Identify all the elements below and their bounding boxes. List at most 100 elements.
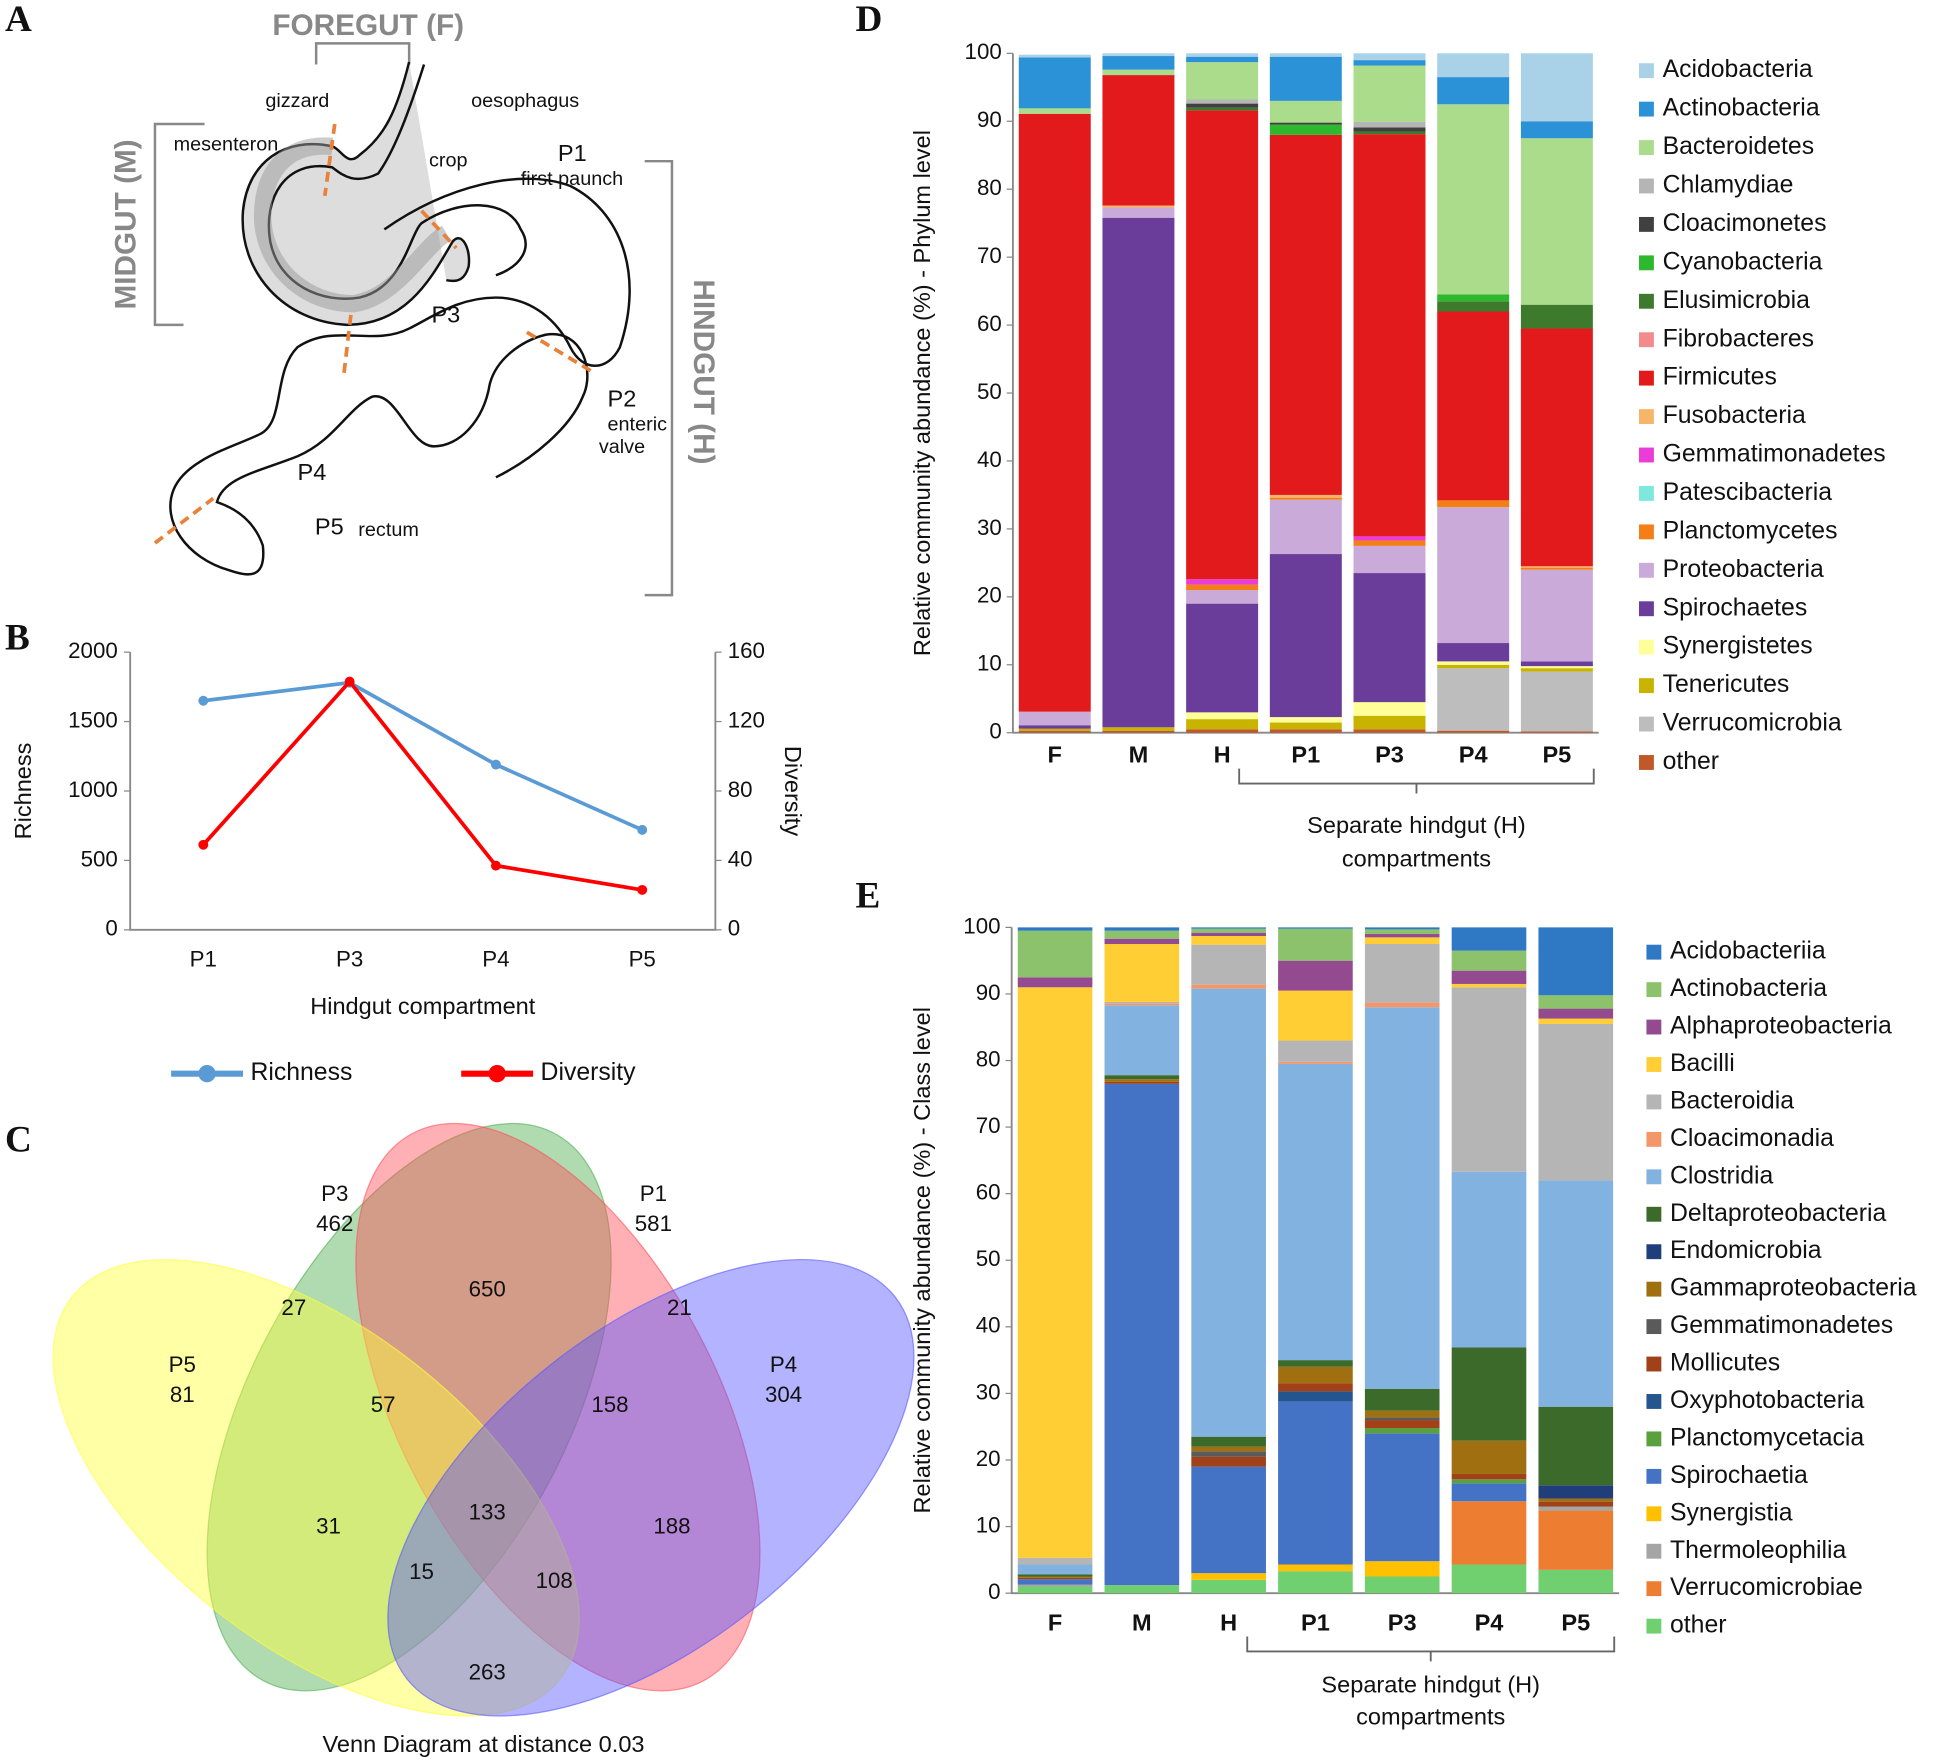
bar-segment xyxy=(1538,1180,1614,1407)
legend-swatch xyxy=(1646,1057,1662,1072)
point xyxy=(637,824,648,835)
bar-segment xyxy=(1104,927,1180,931)
bar-segment xyxy=(1520,53,1593,122)
bar-segment xyxy=(1186,590,1259,604)
legend-swatch xyxy=(1639,178,1654,194)
bar-segment xyxy=(1186,712,1259,720)
legend-label: Gemmatimonadetes xyxy=(1663,441,1886,468)
bar-segment xyxy=(1269,729,1342,733)
y-tick-label: 90 xyxy=(977,107,1002,132)
y-tick-label: 20 xyxy=(976,1446,1001,1471)
bar-segment xyxy=(1451,983,1527,988)
bar-segment xyxy=(1269,124,1342,135)
bar-segment xyxy=(1451,1347,1527,1441)
legend-swatch xyxy=(1646,1618,1662,1634)
point xyxy=(344,676,355,687)
legend-swatch xyxy=(1646,1094,1662,1110)
legend-label: Alphaproteobacteria xyxy=(1670,1013,1892,1040)
venn-region-count: 31 xyxy=(316,1513,341,1538)
diagram-label: rectum xyxy=(358,519,419,541)
bar-segment xyxy=(1191,927,1266,929)
line xyxy=(203,680,643,832)
legend-swatch xyxy=(1639,524,1654,540)
x-tick-label: P1 xyxy=(1291,741,1320,767)
cut-line xyxy=(153,496,215,545)
bar-segment xyxy=(1520,328,1593,567)
y-tick-label: 2000 xyxy=(68,638,118,663)
bar-segment xyxy=(1102,56,1175,70)
venn-region-count: 188 xyxy=(653,1513,690,1538)
y-tick-label: 100 xyxy=(965,39,1002,64)
legend-label: Proteobacteria xyxy=(1663,556,1824,583)
y-tick-label: 70 xyxy=(976,1113,1001,1138)
legend-swatch xyxy=(1639,293,1654,309)
diagram-label: P1 xyxy=(558,140,587,166)
bar-segment xyxy=(1364,929,1440,935)
y2-tick-label: 120 xyxy=(728,707,765,732)
legend-label: Spirochaetes xyxy=(1663,594,1808,621)
bar-segment xyxy=(1278,1366,1353,1384)
legend-label: Cyanobacteria xyxy=(1663,248,1823,275)
legend-swatch xyxy=(1646,1543,1662,1559)
venn-set-count: 304 xyxy=(765,1382,802,1407)
legend-label: Synergistia xyxy=(1670,1499,1793,1526)
diagram-label: valve xyxy=(599,436,645,458)
bar-segment xyxy=(1364,1433,1440,1562)
bar-segment xyxy=(1353,540,1426,546)
diagram-label: P3 xyxy=(431,301,460,327)
bar-segment xyxy=(1191,988,1266,1437)
bar-segment xyxy=(1278,990,1353,1041)
x-tick-label: P5 xyxy=(1542,741,1571,767)
group-label: Separate hindgut (H) xyxy=(1307,812,1526,838)
bar-segment xyxy=(1191,1573,1266,1580)
bar-segment xyxy=(1191,944,1266,985)
y-tick-label: 60 xyxy=(977,311,1002,336)
bar-segment xyxy=(1353,131,1426,135)
bar-segment xyxy=(1186,110,1259,580)
diagram-label: MIDGUT (M) xyxy=(110,139,143,309)
bar-segment xyxy=(1269,554,1342,718)
venn-region-count: 15 xyxy=(409,1559,434,1584)
bar-segment xyxy=(1186,584,1259,591)
x-tick-label: P1 xyxy=(190,947,217,972)
bar-segment xyxy=(1104,1001,1180,1004)
bar-segment xyxy=(1186,62,1259,100)
bar-segment xyxy=(1538,1510,1614,1570)
bar-segment xyxy=(1520,661,1593,667)
y-tick-label: 10 xyxy=(977,651,1002,676)
legend-swatch xyxy=(1639,255,1654,271)
bar-segment xyxy=(1269,497,1342,500)
bar-segment xyxy=(1018,113,1091,712)
bar-segment xyxy=(1017,1576,1093,1578)
bar-segment xyxy=(1104,1075,1180,1080)
y-tick-label: 30 xyxy=(976,1379,1001,1404)
venn-set xyxy=(206,1122,612,1692)
y-tick-label: 50 xyxy=(977,379,1002,404)
point xyxy=(490,860,501,871)
legend-swatch xyxy=(1639,678,1654,694)
bar-segment xyxy=(1353,134,1426,537)
group-label: Separate hindgut (H) xyxy=(1321,1671,1540,1697)
bar-segment xyxy=(1520,566,1593,568)
bar-segment xyxy=(1353,65,1426,122)
y-axis-label: Relative community abundance (%) - Class… xyxy=(909,1007,935,1513)
y-tick-label: 0 xyxy=(988,1579,1000,1604)
bar-segment xyxy=(1451,970,1527,984)
bar-segment xyxy=(1451,1171,1527,1348)
bar-segment xyxy=(1520,567,1593,570)
bar-segment xyxy=(1104,1585,1180,1594)
diagram-label: gizzard xyxy=(265,90,329,112)
legend-label: Fusobacteria xyxy=(1663,402,1806,429)
bar-segment xyxy=(1186,99,1259,104)
y-tick-label: 70 xyxy=(977,243,1002,268)
bar-segment xyxy=(1017,1564,1093,1575)
bar-segment xyxy=(1437,661,1510,665)
bar-segment xyxy=(1018,54,1091,58)
legend-swatch xyxy=(1639,601,1654,617)
bar-segment xyxy=(1353,729,1426,733)
legend-label: Diversity xyxy=(541,1059,637,1086)
y-tick-label: 20 xyxy=(977,583,1002,608)
bar-segment xyxy=(1269,134,1342,495)
bar-segment xyxy=(1437,668,1510,731)
y-tick-label: 100 xyxy=(963,913,1000,938)
